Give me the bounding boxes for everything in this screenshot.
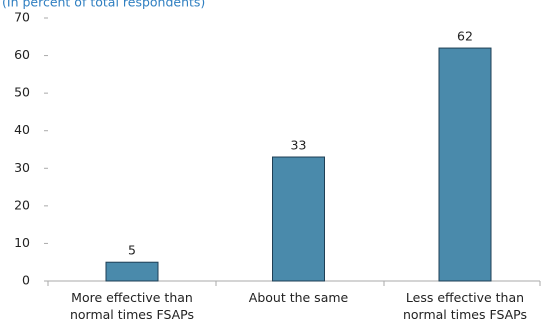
data-label: 5 (128, 243, 136, 258)
y-tick-label: 70 (14, 10, 30, 25)
bar (105, 261, 159, 282)
y-tick-label: 30 (14, 160, 30, 175)
x-tick-label: More effective than normal times FSAPs (69, 290, 195, 322)
chart-subtitle: (In percent of total respondents) (2, 0, 205, 10)
y-tick-label: 40 (14, 122, 30, 137)
bar (438, 47, 492, 282)
y-tick-label: 60 (14, 47, 30, 62)
data-label: 62 (457, 29, 473, 44)
y-tick-label: 0 (22, 273, 30, 288)
y-tick-label: 10 (14, 235, 30, 250)
x-tick-label: Less effective than normal times FSAPs (402, 290, 528, 322)
y-tick-label: 20 (14, 197, 30, 212)
x-label-box: Less effective than normal times FSAPs (402, 290, 528, 322)
bar (272, 156, 325, 282)
x-tick-label: About the same (248, 290, 349, 305)
y-tick-label: 50 (14, 85, 30, 100)
x-label-box: About the same (248, 290, 349, 305)
x-label-box: More effective than normal times FSAPs (69, 290, 195, 322)
data-label: 33 (291, 138, 307, 153)
